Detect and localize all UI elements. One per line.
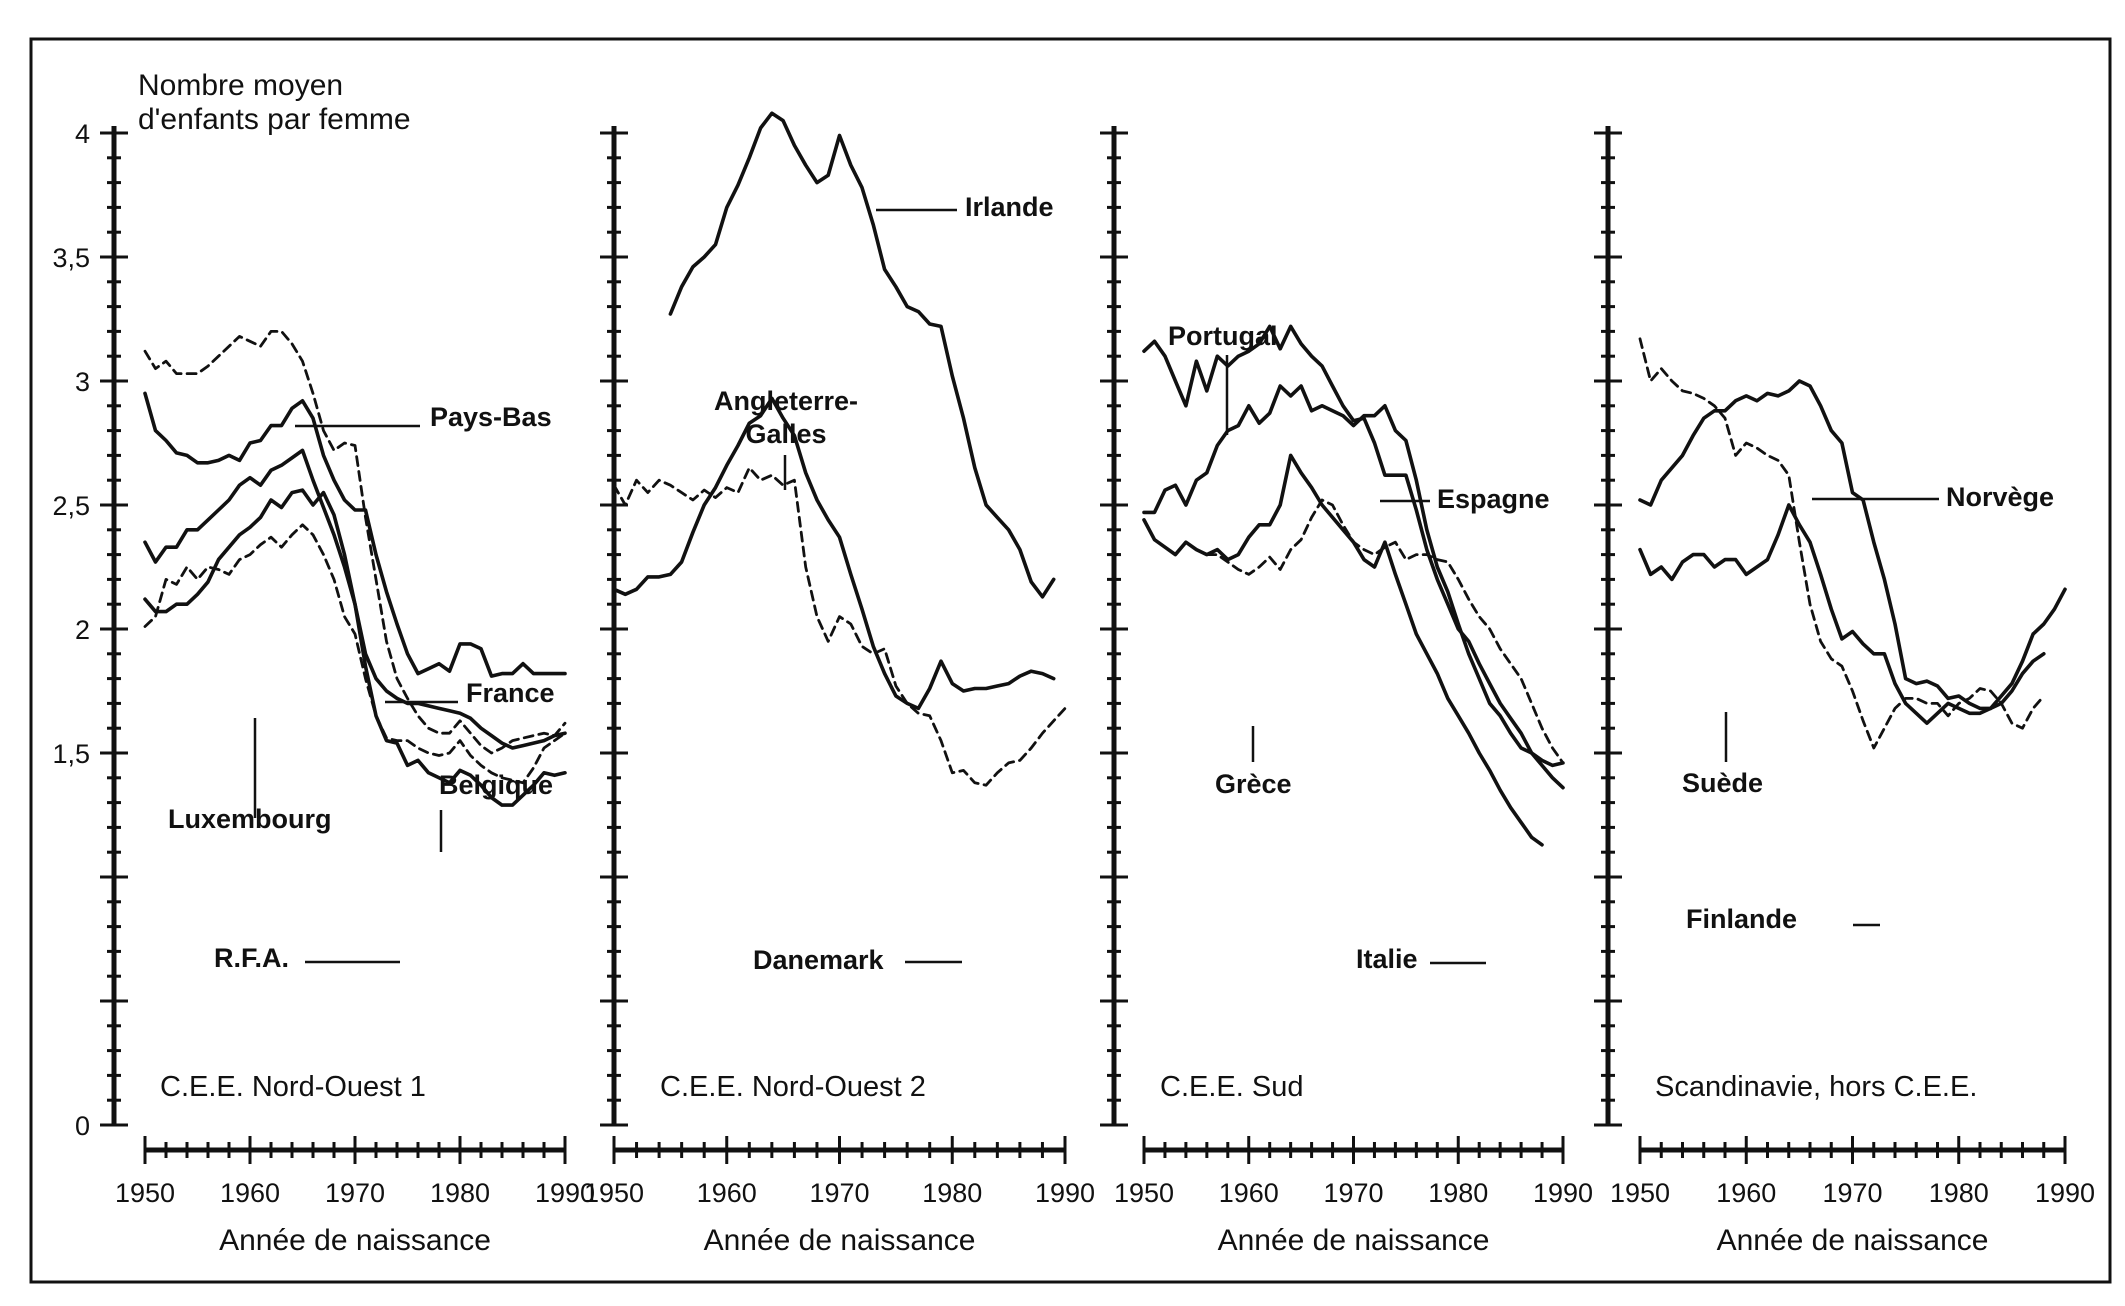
series-line-finlande: [1638, 337, 2046, 750]
y-axis-label-line1: Nombre moyen: [138, 69, 343, 102]
series-line-danemark: [612, 466, 1067, 787]
series-line-r-f-a-: [143, 488, 567, 807]
x-axis-title: Année de naissance: [704, 1224, 976, 1257]
x-axis-title: Année de naissance: [1218, 1224, 1490, 1257]
x-tick-label: 1960: [220, 1178, 280, 1208]
series-line-italie: [1142, 453, 1544, 847]
series-label: Espagne: [1437, 484, 1550, 514]
x-tick-label: 1980: [430, 1178, 490, 1208]
x-tick-label: 1980: [922, 1178, 982, 1208]
x-tick-label: 1970: [1323, 1178, 1383, 1208]
x-tick-label: 1980: [1929, 1178, 1989, 1208]
series-line-su-de: [1638, 503, 2046, 726]
x-tick-label: 1990: [1035, 1178, 1095, 1208]
y-tick-label: 4: [75, 119, 90, 149]
panel-title: C.E.E. Sud: [1160, 1071, 1303, 1103]
series-label: Angleterre-: [714, 386, 858, 416]
x-tick-label: 1990: [535, 1178, 595, 1208]
x-tick-label: 1990: [2035, 1178, 2095, 1208]
series-label: Norvège: [1946, 482, 2054, 512]
y-tick-label: 0: [75, 1111, 90, 1141]
series-label: Belgique: [439, 770, 553, 800]
series-label: Luxembourg: [168, 804, 332, 834]
x-axis-title: Année de naissance: [219, 1224, 491, 1257]
series-line-gr-ce: [1205, 498, 1565, 765]
panel-title: C.E.E. Nord-Ouest 2: [660, 1071, 926, 1103]
x-tick-label: 1960: [1716, 1178, 1776, 1208]
y-tick-label: 3: [75, 367, 90, 397]
x-tick-label: 1950: [584, 1178, 644, 1208]
series-label: Portugal: [1168, 321, 1278, 351]
x-axis-title: Année de naissance: [1717, 1224, 1989, 1257]
series-label: Irlande: [965, 192, 1054, 222]
x-tick-label: 1950: [115, 1178, 175, 1208]
y-tick-label: 2: [75, 615, 90, 645]
x-tick-label: 1950: [1114, 1178, 1174, 1208]
series-line-france: [143, 391, 567, 678]
y-tick-label: 3,5: [52, 243, 90, 273]
series-line-portugal: [1142, 324, 1565, 790]
x-tick-label: 1960: [1219, 1178, 1279, 1208]
series-label: Suède: [1682, 768, 1763, 798]
series-line-irlande: [668, 111, 1056, 599]
series-line-espagne: [1142, 384, 1565, 768]
series-label: Galles: [745, 419, 826, 449]
y-axis-label-line2: d'enfants par femme: [138, 103, 411, 136]
y-tick-label: 1,5: [52, 739, 90, 769]
series-line-pays-bas: [143, 329, 567, 755]
y-tick-label: 2,5: [52, 491, 90, 521]
chart-frame: [29, 37, 2112, 1284]
series-label: Danemark: [753, 945, 885, 975]
x-tick-label: 1970: [809, 1178, 869, 1208]
series-label: France: [466, 678, 555, 708]
panel-title: Scandinavie, hors C.E.E.: [1655, 1071, 1977, 1103]
series-label: Pays-Bas: [430, 402, 552, 432]
x-tick-label: 1960: [697, 1178, 757, 1208]
series-line-norv-ge: [1638, 379, 2067, 711]
x-tick-label: 1980: [1428, 1178, 1488, 1208]
series-label: R.F.A.: [214, 943, 289, 973]
panel-title: C.E.E. Nord-Ouest 1: [160, 1071, 426, 1103]
x-tick-label: 1950: [1610, 1178, 1670, 1208]
series-line-angleterre-galles: [612, 396, 1056, 711]
x-tick-label: 1990: [1533, 1178, 1593, 1208]
series-label: Italie: [1356, 944, 1418, 974]
series-label: Finlande: [1686, 904, 1797, 934]
series-label: Grèce: [1215, 769, 1292, 799]
x-tick-label: 1970: [1822, 1178, 1882, 1208]
x-tick-label: 1970: [325, 1178, 385, 1208]
